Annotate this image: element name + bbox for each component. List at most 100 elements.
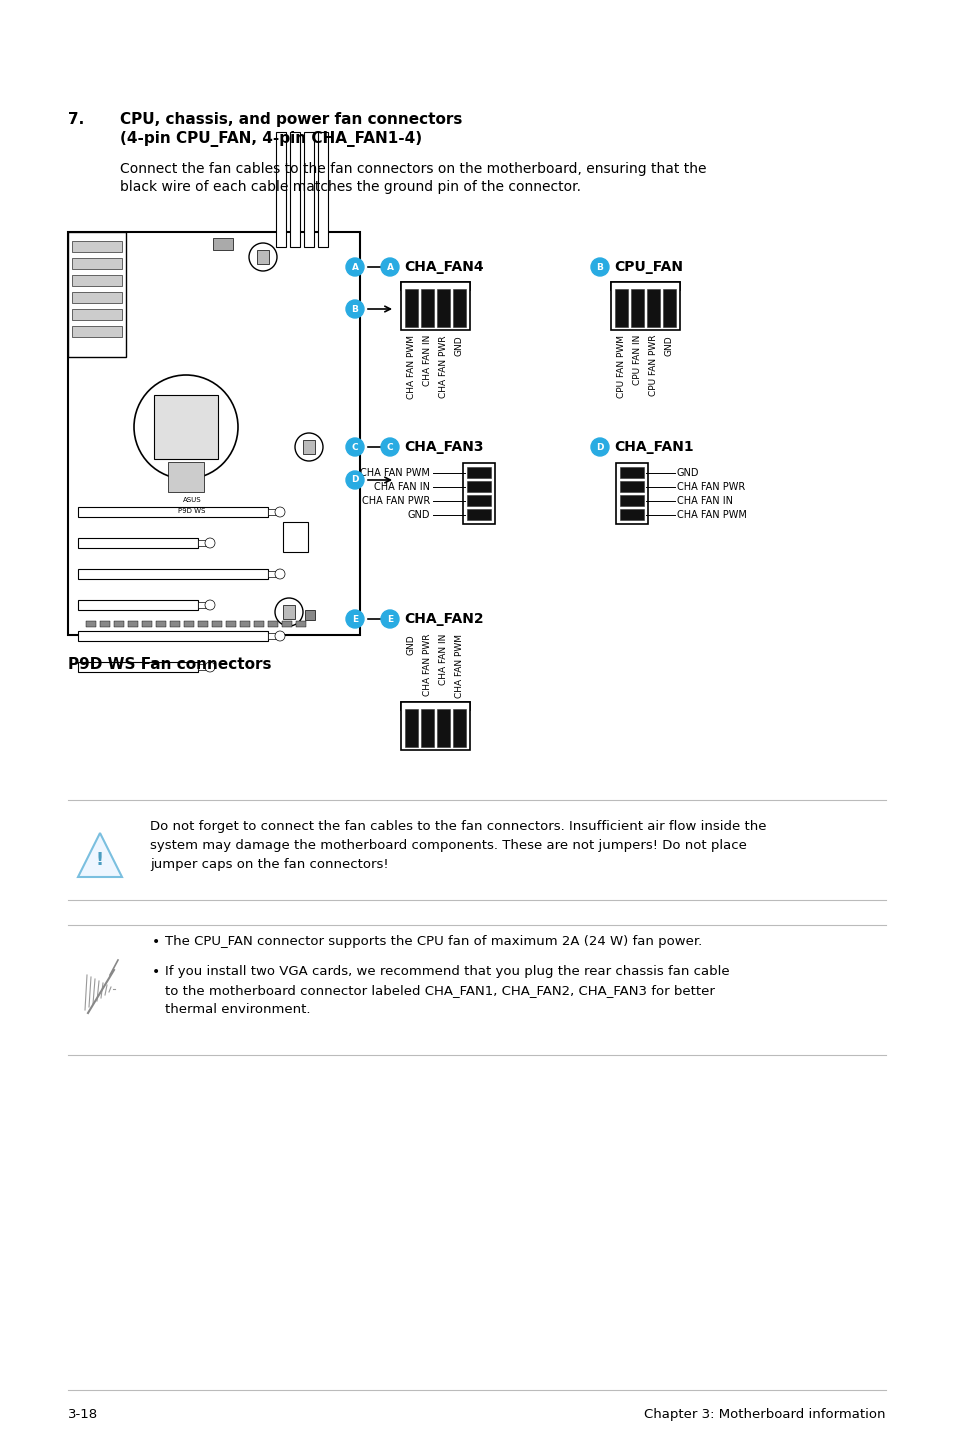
Bar <box>646 289 659 326</box>
Bar <box>400 702 470 710</box>
Bar <box>283 605 294 618</box>
Text: ASUS: ASUS <box>183 498 201 503</box>
Bar <box>436 709 450 746</box>
Text: 7.: 7. <box>68 112 84 127</box>
Bar <box>268 571 275 577</box>
Text: CPU FAN PWM: CPU FAN PWM <box>617 335 625 398</box>
Text: (4-pin CPU_FAN, 4-pin CHA_FAN1-4): (4-pin CPU_FAN, 4-pin CHA_FAN1-4) <box>120 131 421 147</box>
Bar <box>453 289 465 326</box>
Text: D: D <box>351 476 358 485</box>
Bar <box>71 309 122 321</box>
Bar <box>86 621 96 627</box>
Bar <box>156 621 166 627</box>
Text: CHA FAN PWM: CHA FAN PWM <box>359 467 430 477</box>
Text: CHA FAN IN: CHA FAN IN <box>422 335 432 387</box>
Bar <box>290 132 299 247</box>
Circle shape <box>205 661 214 672</box>
Bar <box>113 621 124 627</box>
Text: 3-18: 3-18 <box>68 1408 98 1421</box>
Text: CHA FAN PWR: CHA FAN PWR <box>422 634 432 696</box>
Text: E: E <box>352 614 357 624</box>
Bar <box>405 709 417 746</box>
Text: black wire of each cable matches the ground pin of the connector.: black wire of each cable matches the gro… <box>120 180 580 194</box>
Bar <box>198 541 206 546</box>
Bar <box>453 709 465 746</box>
Text: CPU, chassis, and power fan connectors: CPU, chassis, and power fan connectors <box>120 112 462 127</box>
Text: B: B <box>596 263 603 272</box>
Text: The CPU_FAN connector supports the CPU fan of maximum 2A (24 W) fan power.: The CPU_FAN connector supports the CPU f… <box>165 935 701 948</box>
Text: CHA FAN PWM: CHA FAN PWM <box>407 335 416 398</box>
Bar <box>420 289 434 326</box>
Bar <box>198 664 206 670</box>
Bar <box>616 463 647 523</box>
Bar <box>78 538 198 548</box>
Bar <box>226 621 235 627</box>
Circle shape <box>346 610 364 628</box>
Text: GND: GND <box>664 335 673 355</box>
Text: A: A <box>351 263 358 272</box>
Text: Chapter 3: Motherboard information: Chapter 3: Motherboard information <box>644 1408 885 1421</box>
Bar <box>268 633 275 638</box>
Bar <box>78 600 198 610</box>
Bar <box>71 292 122 303</box>
Text: A: A <box>386 263 393 272</box>
Circle shape <box>346 257 364 276</box>
Circle shape <box>346 472 364 489</box>
Bar <box>303 440 314 454</box>
Bar <box>168 462 204 492</box>
Bar <box>282 621 292 627</box>
Circle shape <box>380 610 398 628</box>
Text: CHA FAN IN: CHA FAN IN <box>677 496 732 506</box>
Bar <box>213 239 233 250</box>
Bar <box>295 621 306 627</box>
Bar <box>78 661 198 672</box>
Text: CHA FAN PWR: CHA FAN PWR <box>677 482 744 492</box>
Bar <box>153 395 218 459</box>
Text: C: C <box>386 443 393 452</box>
Bar <box>467 480 491 492</box>
Text: CHA FAN PWR: CHA FAN PWR <box>361 496 430 506</box>
Bar <box>240 621 250 627</box>
Text: CHA FAN PWM: CHA FAN PWM <box>677 509 746 519</box>
Bar <box>662 289 676 326</box>
Bar <box>170 621 180 627</box>
Bar <box>610 282 679 329</box>
Bar <box>400 702 470 751</box>
Text: Do not forget to connect the fan cables to the fan connectors. Insufficient air : Do not forget to connect the fan cables … <box>150 820 765 871</box>
Text: If you install two VGA cards, we recommend that you plug the rear chassis fan ca: If you install two VGA cards, we recomme… <box>165 965 729 1017</box>
Bar <box>317 132 328 247</box>
Bar <box>71 326 122 336</box>
Circle shape <box>346 439 364 456</box>
Bar <box>71 257 122 269</box>
Bar <box>436 289 450 326</box>
Bar <box>78 508 268 518</box>
Text: CHA_FAN4: CHA_FAN4 <box>403 260 483 275</box>
Bar <box>275 132 286 247</box>
Text: B: B <box>352 305 358 313</box>
Text: !: ! <box>96 851 104 869</box>
Text: P9D WS Fan connectors: P9D WS Fan connectors <box>68 657 272 672</box>
Bar <box>142 621 152 627</box>
Bar <box>615 289 627 326</box>
Bar <box>400 282 470 329</box>
Text: CPU FAN PWR: CPU FAN PWR <box>648 335 658 397</box>
Circle shape <box>274 569 285 580</box>
Circle shape <box>590 257 608 276</box>
Bar <box>467 495 491 506</box>
Bar <box>462 463 495 523</box>
Text: CHA_FAN2: CHA_FAN2 <box>403 613 483 626</box>
Bar <box>268 509 275 515</box>
Text: CHA FAN IN: CHA FAN IN <box>374 482 430 492</box>
Text: CHA FAN PWR: CHA FAN PWR <box>438 335 448 397</box>
Bar <box>128 621 138 627</box>
Circle shape <box>590 439 608 456</box>
Circle shape <box>274 508 285 518</box>
Circle shape <box>274 631 285 641</box>
Bar <box>268 621 277 627</box>
Bar <box>619 467 643 477</box>
Text: Connect the fan cables to the fan connectors on the motherboard, ensuring that t: Connect the fan cables to the fan connec… <box>120 162 706 175</box>
Bar <box>198 603 206 608</box>
Bar <box>198 621 208 627</box>
Bar <box>619 480 643 492</box>
Text: P9D WS: P9D WS <box>178 508 205 513</box>
